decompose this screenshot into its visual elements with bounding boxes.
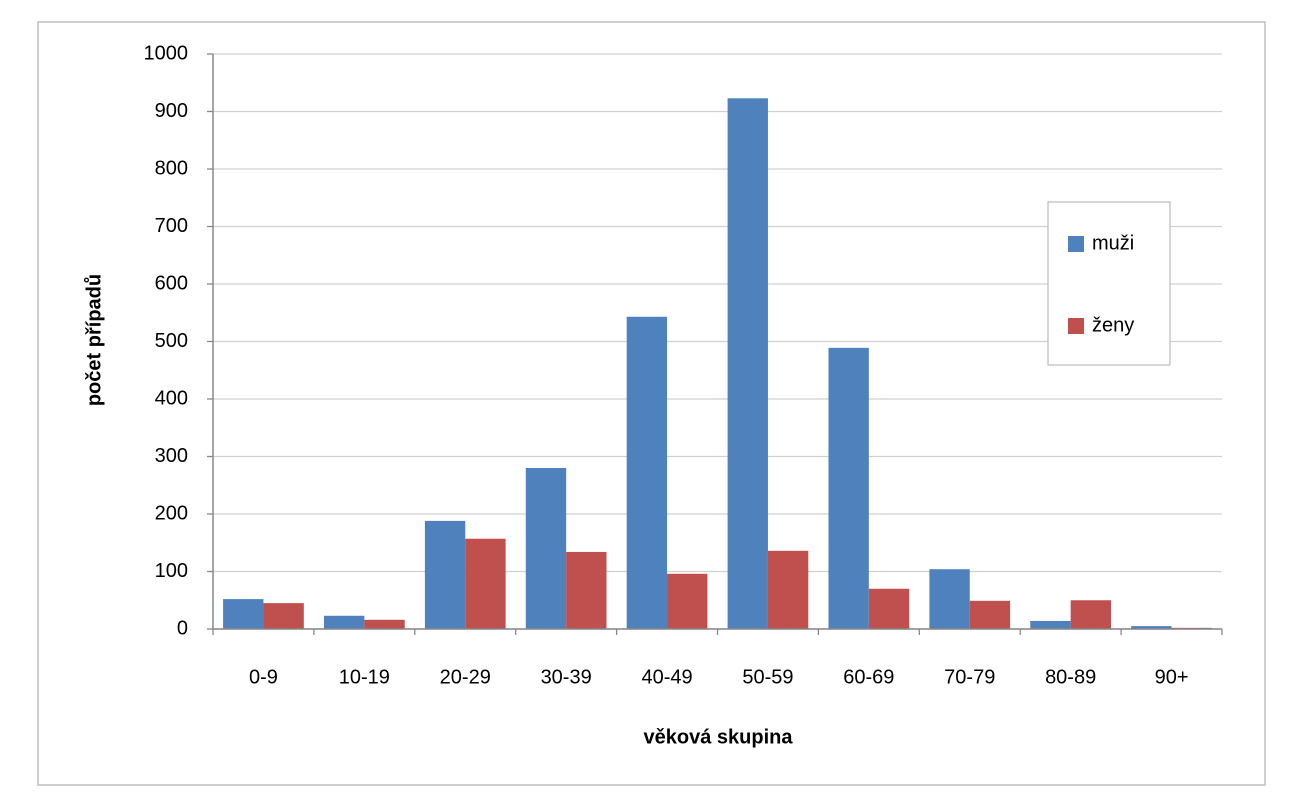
bar xyxy=(828,347,869,629)
bar xyxy=(969,600,1011,629)
bar xyxy=(929,569,970,629)
x-tick-label: 80-89 xyxy=(1045,666,1096,688)
y-tick-label: 600 xyxy=(155,272,188,294)
x-tick-label: 30-39 xyxy=(541,666,592,688)
bar xyxy=(1070,600,1112,629)
bar xyxy=(626,316,668,629)
bar xyxy=(868,588,910,629)
bar xyxy=(525,468,567,629)
legend-swatch xyxy=(1068,318,1084,334)
bar xyxy=(667,573,708,629)
bar xyxy=(364,619,405,629)
x-tick-label: 90+ xyxy=(1155,666,1189,688)
y-tick-label: 200 xyxy=(155,502,188,524)
bar xyxy=(566,551,607,629)
bar xyxy=(263,603,304,629)
y-tick-label: 0 xyxy=(177,617,188,639)
x-tick-label: 60-69 xyxy=(843,666,894,688)
x-tick-label: 0-9 xyxy=(249,666,278,688)
y-tick-label: 800 xyxy=(155,157,188,179)
x-tick-label: 50-59 xyxy=(742,666,793,688)
y-tick-label: 500 xyxy=(155,330,188,352)
legend-box xyxy=(1047,201,1171,366)
y-tick-label: 400 xyxy=(155,387,188,409)
legend-label: muži xyxy=(1092,232,1134,254)
legend-label: ženy xyxy=(1092,314,1134,336)
bar xyxy=(1030,620,1071,629)
x-tick-label: 70-79 xyxy=(944,666,995,688)
y-tick-label: 900 xyxy=(155,100,188,122)
y-axis-title: počet případů xyxy=(83,274,105,406)
y-tick-label: 1000 xyxy=(144,42,189,64)
y-tick-label: 700 xyxy=(155,215,188,237)
bar xyxy=(727,98,768,629)
bar xyxy=(1131,626,1172,629)
bar xyxy=(424,520,466,629)
bar xyxy=(767,550,809,629)
y-tick-label: 100 xyxy=(155,560,188,582)
x-axis-title: věková skupina xyxy=(644,726,794,748)
bar xyxy=(223,599,264,629)
y-tick-label: 300 xyxy=(155,445,188,467)
x-tick-label: 20-29 xyxy=(440,666,491,688)
legend-swatch xyxy=(1068,236,1084,252)
bar xyxy=(465,538,506,629)
x-tick-label: 10-19 xyxy=(339,666,390,688)
bar xyxy=(323,615,365,629)
x-tick-label: 40-49 xyxy=(641,666,692,688)
